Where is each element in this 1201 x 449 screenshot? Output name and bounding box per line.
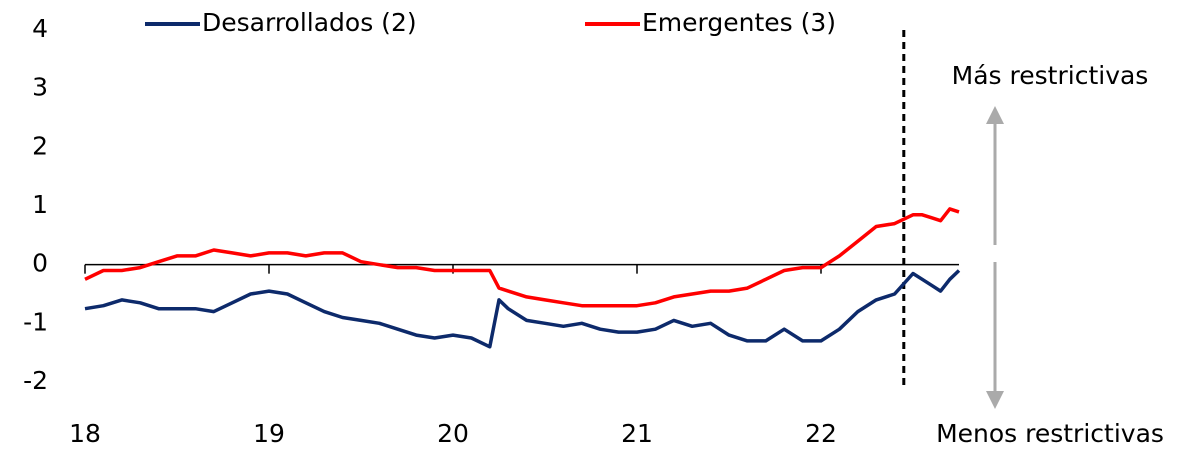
series-line	[84, 207, 960, 308]
annotation: Menos restrictivas	[936, 419, 1164, 448]
y-tick-label: 3	[32, 73, 48, 102]
annotation: Más restrictivas	[952, 61, 1149, 90]
legend-label: Emergentes (3)	[642, 8, 836, 37]
y-tick-label: -2	[23, 366, 48, 395]
x-tick-label: 21	[621, 419, 653, 448]
y-tick-label: 1	[32, 190, 48, 219]
y-tick-label: -1	[23, 307, 48, 336]
y-tick-label: 4	[32, 14, 48, 43]
x-tick-label: 19	[253, 419, 285, 448]
y-tick-label: 2	[32, 131, 48, 160]
x-tick-label: 20	[437, 419, 469, 448]
x-tick-label: 18	[69, 419, 101, 448]
legend-label: Desarrollados (2)	[202, 8, 417, 37]
series-line	[84, 269, 961, 349]
y-tick-label: 0	[32, 249, 48, 278]
x-tick-label: 22	[805, 419, 837, 448]
